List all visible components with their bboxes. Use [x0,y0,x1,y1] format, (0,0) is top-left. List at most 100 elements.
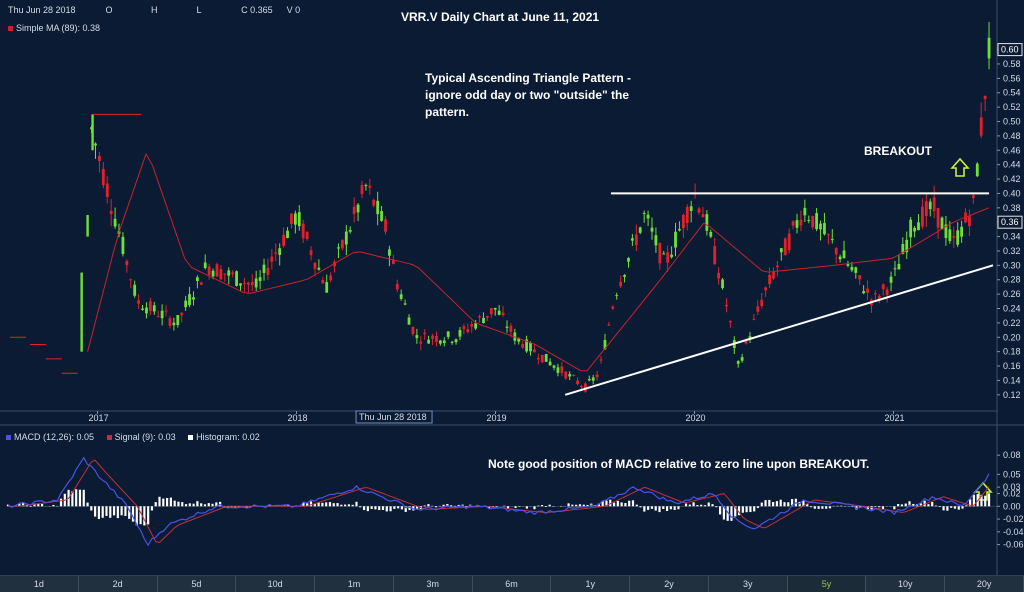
candle-body-down [231,272,235,274]
candle-body-down [760,299,764,307]
macd-histogram-group [6,489,991,526]
candle-body-down [968,216,971,227]
price-y-tick-label: 0.42 [1003,174,1021,184]
price-y-tick-label: 0.28 [1003,275,1021,285]
last-close-box [997,43,1023,57]
support-line [564,264,994,396]
candle-body-down [936,208,940,228]
macd-legend-macd: MACD (12,26): 0.05 [6,432,94,442]
candle-body-up [650,227,654,232]
candle-body-down [658,243,662,264]
macd-legend-hist-value: 0.02 [242,432,260,442]
price-y-tick-label: 0.40 [1003,188,1021,198]
timeframe-button-5y[interactable]: 5y [787,576,867,592]
breakout-arrow-icon [950,157,970,177]
price-y-tick-label: 0.14 [1003,375,1021,385]
macd-y-tick-label: -0.04 [1003,527,1024,537]
timeframe-button-3m[interactable]: 3m [394,576,473,592]
candle-body-down [462,326,466,330]
candle-body-down [858,275,862,280]
timeframe-button-2y[interactable]: 2y [630,576,709,592]
candle-body-down [270,256,274,262]
readout-close: C 0.365 [241,5,273,15]
candle-body-down [533,349,536,353]
candle-body-down [619,281,623,287]
candle-body-up [239,283,242,286]
timeframe-button-10d[interactable]: 10d [236,576,316,592]
candle-body-down [352,206,356,214]
candle-body-down [701,214,705,218]
timeframe-button-10y[interactable]: 10y [866,576,946,592]
candle-body-down [470,324,474,327]
candle-body-up [548,361,552,366]
macd-legend-signal-value: 0.03 [158,432,176,442]
timeframe-button-5d[interactable]: 5d [158,576,237,592]
timeframe-button-1m[interactable]: 1m [315,576,394,592]
candle-body-down [713,246,717,265]
macd-breakout-arrow-icon [973,481,993,501]
candle-body-down [752,318,756,320]
price-y-tick-label: 0.54 [1003,88,1021,98]
timeframe-button-2d[interactable]: 2d [79,576,158,592]
readout-high-label: H [151,5,158,15]
candle-body-up [380,211,383,221]
timeframe-bar: 1d 2d 5d 10d 1m 3m 6m 1y 2y 3y 5y 10y 20y [0,575,1024,592]
macd-legend-signal-name: Signal (9) [114,432,154,442]
candle-body-down [536,358,540,360]
candle-body-down [137,300,141,304]
candle-body-down [595,374,599,378]
candle-body-up [909,219,913,238]
macd-legend-hist-name: Histogram [196,432,238,442]
candle-body-up [184,300,188,308]
candle-body-up [172,322,176,326]
candle-body-up [623,275,626,277]
candle-body-up [227,270,231,276]
macd-y-tick-label: 0.05 [1003,469,1021,479]
candle-body-up [454,339,458,343]
candle-body-up [854,267,858,273]
timeframe-button-20y[interactable]: 20y [945,576,1024,592]
price-y-tick-label: 0.58 [1003,59,1021,69]
candle-body-down [764,287,768,291]
macd-y-tick-label: -0.06 [1003,540,1024,550]
candle-body-up [192,297,195,300]
timeframe-button-3y[interactable]: 3y [709,576,788,592]
candle-body-up [721,279,724,289]
candle-body-up [944,224,948,239]
candle-body-down [877,295,881,300]
candle-body-up [709,231,713,237]
candle-body-up [356,204,360,213]
candle-body-up [736,361,740,364]
candle-body-down [333,261,336,267]
candle-body-down [791,221,795,226]
candle-body-up [525,339,528,352]
candle-body-down [811,216,815,228]
candle-body-up [795,220,799,228]
candle-body-up [325,282,329,293]
candle-body-down [540,354,544,363]
candle-body-down [384,219,387,232]
candle-body-down [219,269,223,280]
chart-canvas[interactable]: 0.12 0.14 0.16 0.18 0.20 0.22 0.24 0.26 0.28 0.30… [0,0,1024,575]
candle-body-up [121,236,125,254]
candle-body-down [243,282,246,284]
candle-body-up [203,262,207,269]
candle-body-up [830,238,834,240]
candle-body-up [317,267,321,270]
macd-y-tick-label: 0.02 [1003,489,1021,499]
candle-body-up [517,338,521,342]
timeframe-button-6m[interactable]: 6m [473,576,552,592]
price-y-tick-label: 0.38 [1003,203,1021,213]
candle-body-up [403,303,407,305]
candle-body-down [246,282,250,285]
candle-body-down [599,359,603,361]
candle-body-up [364,185,368,187]
candle-body-up [552,365,556,368]
candle-body-up [948,229,952,241]
candle-body-up [627,257,630,262]
candle-body-down [431,335,434,339]
ohlc-readout: Thu Jun 28 2018 O H L C 0.365 V 0 [8,5,300,15]
timeframe-button-1d[interactable]: 1d [0,576,79,592]
timeframe-button-1y[interactable]: 1y [551,576,631,592]
